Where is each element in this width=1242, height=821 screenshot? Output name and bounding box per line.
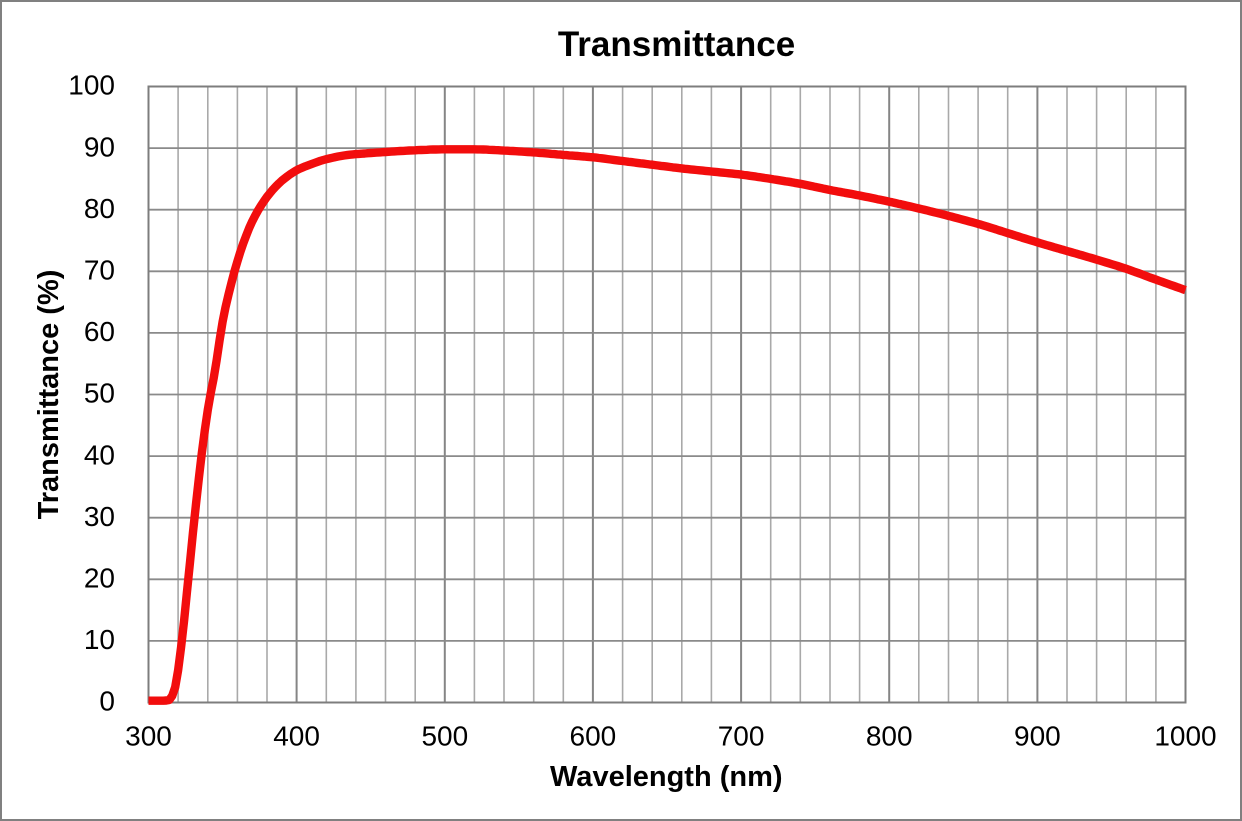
svg-text:10: 10	[84, 624, 115, 655]
svg-text:100: 100	[68, 70, 115, 101]
svg-text:700: 700	[718, 721, 765, 752]
svg-text:600: 600	[570, 721, 617, 752]
svg-text:1000: 1000	[1154, 721, 1216, 752]
svg-text:80: 80	[84, 193, 115, 224]
svg-text:70: 70	[84, 255, 115, 286]
svg-text:500: 500	[421, 721, 468, 752]
svg-text:800: 800	[866, 721, 913, 752]
svg-text:Wavelength (nm): Wavelength (nm)	[550, 761, 783, 793]
svg-text:20: 20	[84, 563, 115, 594]
svg-text:60: 60	[84, 316, 115, 347]
svg-text:40: 40	[84, 439, 115, 470]
svg-text:30: 30	[84, 501, 115, 532]
svg-text:0: 0	[99, 686, 115, 717]
svg-text:Transmittance: Transmittance	[558, 25, 795, 64]
svg-text:300: 300	[125, 721, 172, 752]
svg-text:90: 90	[84, 131, 115, 162]
svg-text:400: 400	[273, 721, 320, 752]
svg-text:Transmittance (%): Transmittance (%)	[33, 270, 65, 520]
svg-text:900: 900	[1014, 721, 1061, 752]
svg-text:50: 50	[84, 378, 115, 409]
